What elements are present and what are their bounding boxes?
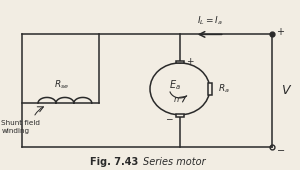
Text: Series motor: Series motor — [142, 157, 205, 167]
Text: +: + — [186, 57, 194, 66]
Text: Shunt field
winding: Shunt field winding — [1, 120, 40, 133]
Text: $n$: $n$ — [173, 95, 180, 104]
Text: $-$: $-$ — [276, 143, 285, 154]
FancyBboxPatch shape — [176, 61, 184, 63]
Text: Fig. 7.43: Fig. 7.43 — [90, 157, 138, 167]
FancyBboxPatch shape — [208, 83, 212, 95]
Text: $R_{se}$: $R_{se}$ — [54, 79, 70, 91]
Text: $R_a$: $R_a$ — [218, 83, 230, 95]
Text: +: + — [276, 27, 284, 37]
Text: $V$: $V$ — [281, 84, 293, 97]
FancyBboxPatch shape — [176, 114, 184, 117]
Text: $I_L = I_a$: $I_L = I_a$ — [197, 14, 223, 27]
Text: $E_a$: $E_a$ — [169, 78, 181, 92]
Text: $-$: $-$ — [165, 113, 173, 122]
